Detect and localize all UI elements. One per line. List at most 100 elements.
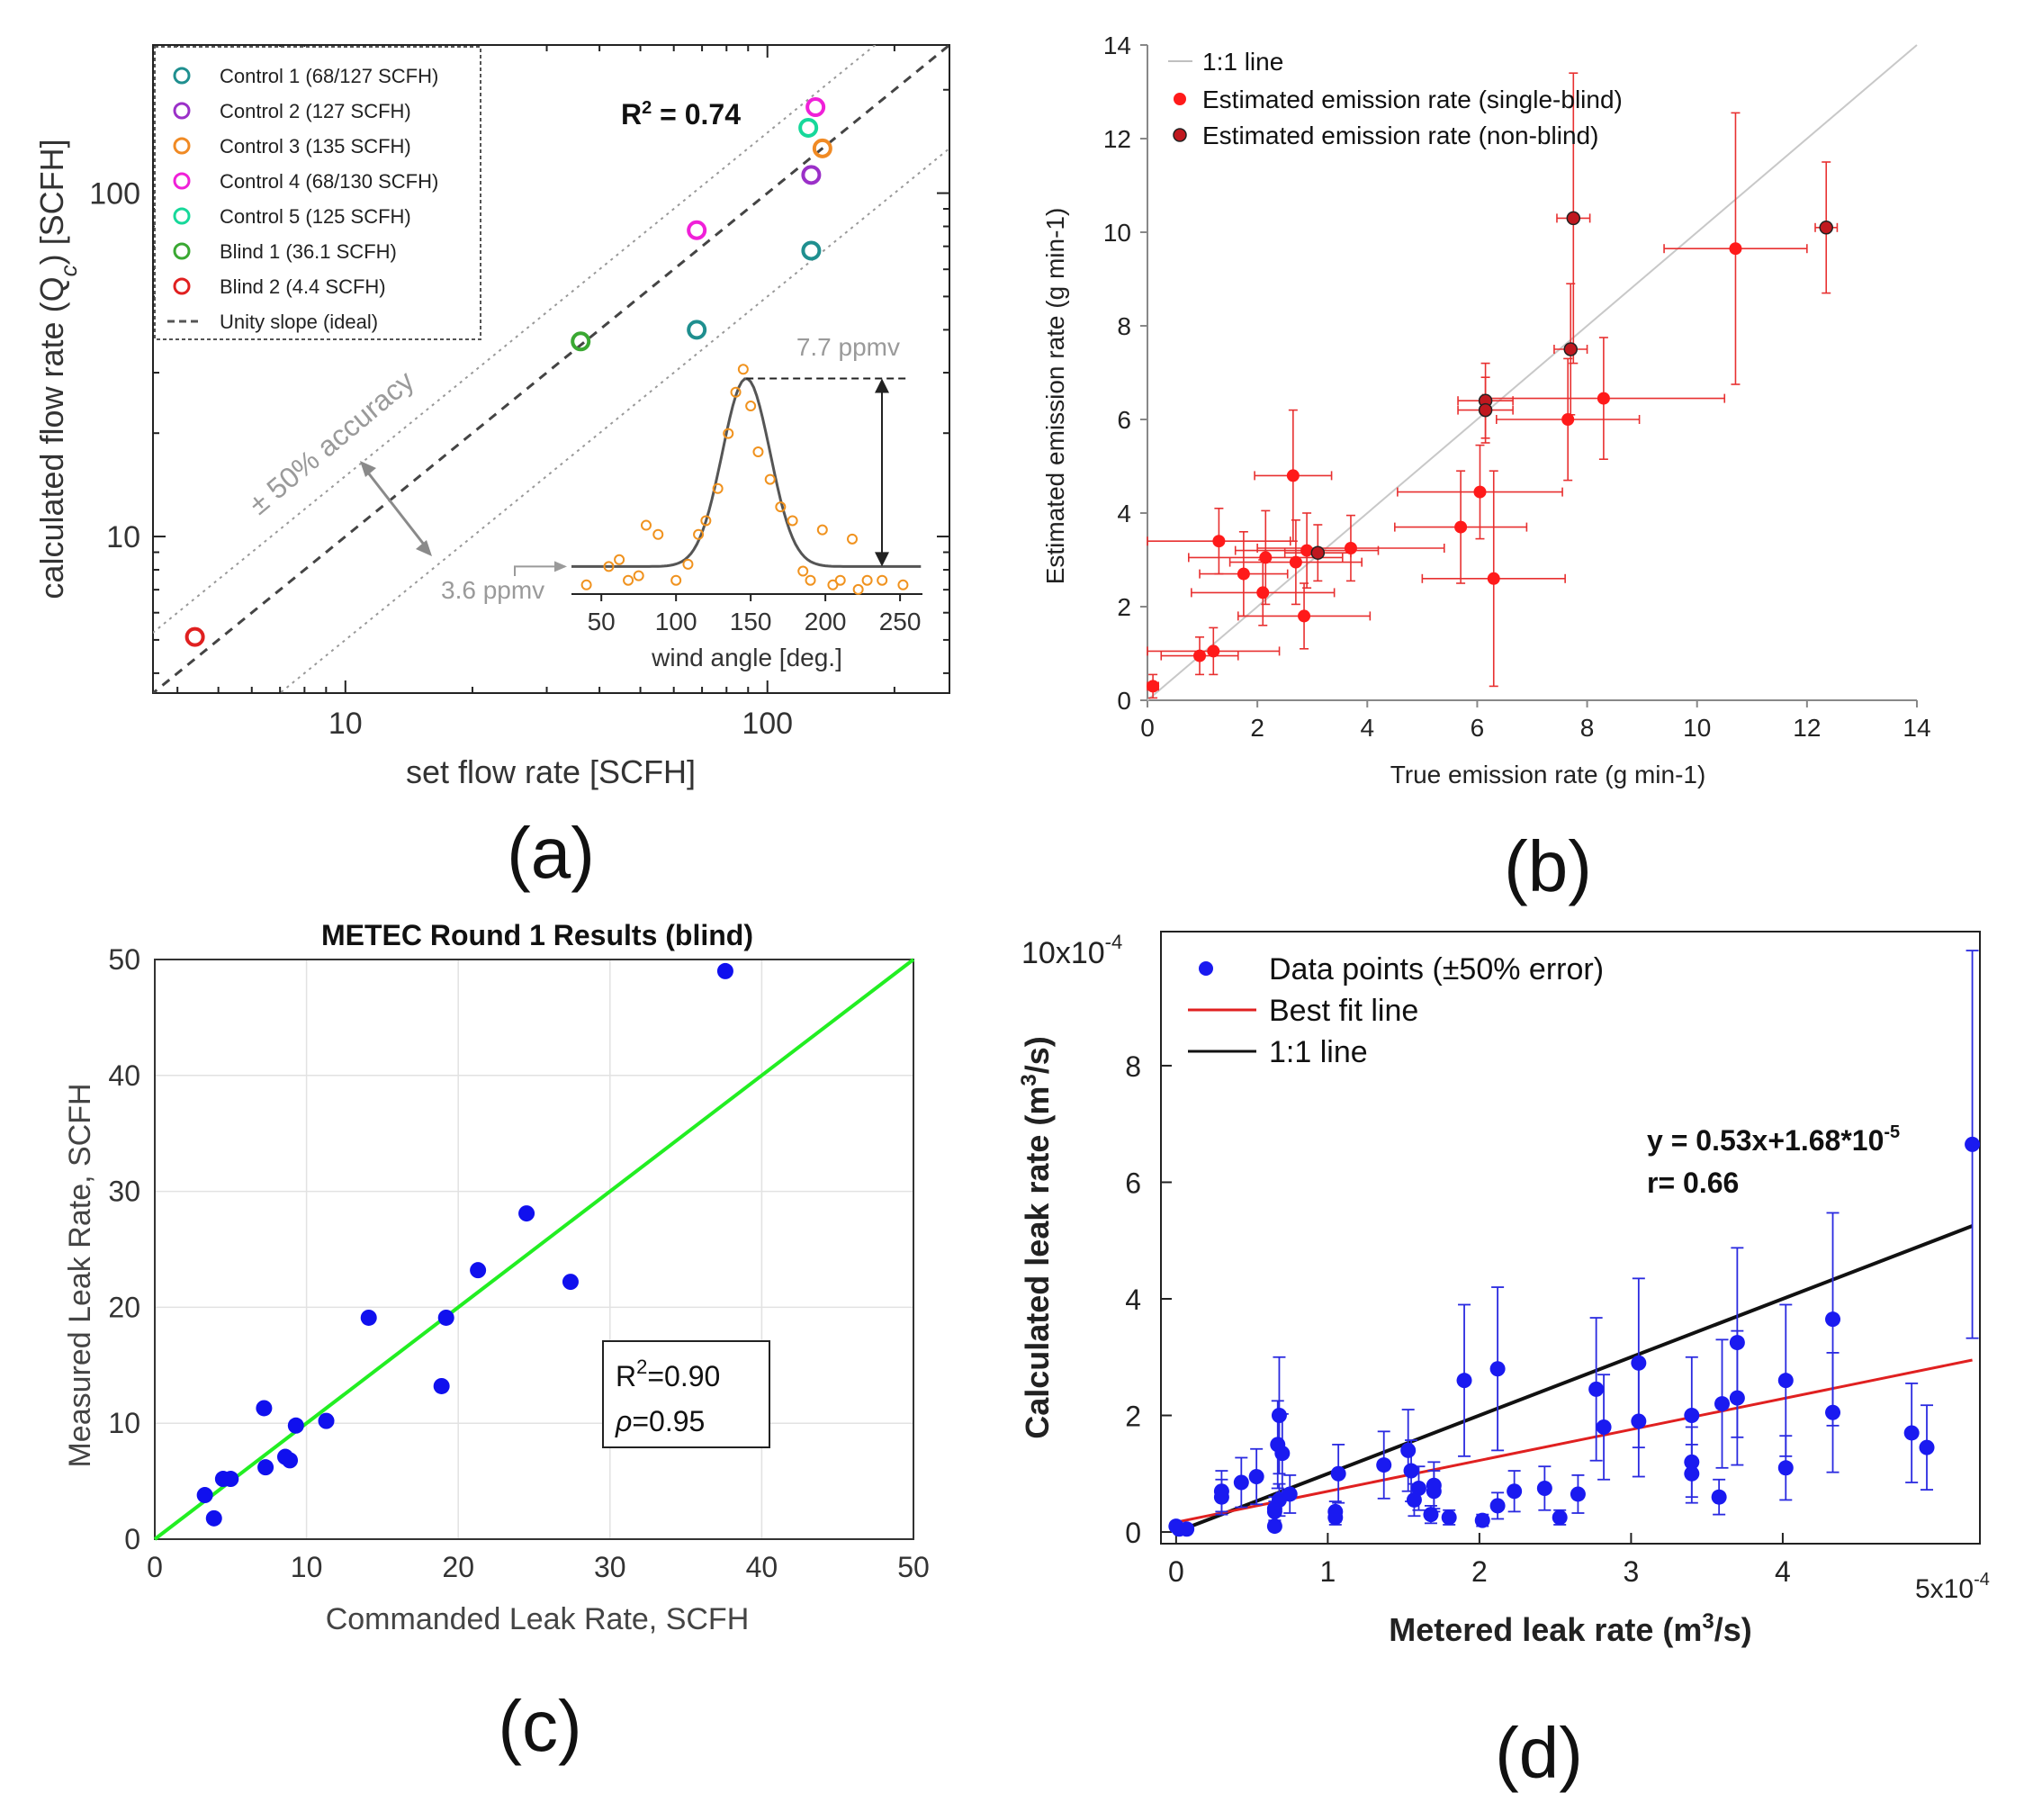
panel-c-x-tick-label: 40 [746, 1551, 778, 1583]
panel-d-point [1631, 1355, 1647, 1371]
panel-c-stats-rho-symbol: ρ [615, 1405, 632, 1437]
panel-a-frame [152, 44, 950, 694]
panel-b-legend-single-marker [1174, 93, 1186, 105]
panel-b-point-non-blind [1563, 342, 1578, 356]
panel-d-point [1327, 1503, 1344, 1519]
panel-a-inset-point [752, 446, 764, 458]
panel-a-inset-point [623, 574, 634, 586]
panel-a-inset-point [787, 515, 798, 527]
panel-b-point-single-blind [1487, 572, 1500, 585]
panel-d: 0 1 2 3 4 0 2 4 6 8 Data points (±50% error) Best f… [1017, 931, 1990, 1793]
panel-d-point [1588, 1381, 1605, 1397]
panel-a-point-5 [798, 117, 819, 138]
panel-a-point-4 [805, 97, 826, 118]
panel-d-xlabel: Metered leak rate (m3/s) [1389, 1609, 1752, 1648]
panel-b-point-non-blind [1819, 221, 1833, 235]
panel-d-y-unit-exp: -4 [1105, 931, 1123, 953]
panel-d-point [1489, 1361, 1506, 1377]
panel-a-inset-peak-label: 7.7 ppmv [796, 333, 900, 361]
panel-b-xlabel: True emission rate (g min-1) [1390, 761, 1706, 788]
panel-a-inset-point [852, 583, 864, 595]
panel-d-point [1423, 1507, 1439, 1523]
panel-b-point-single-blind [1561, 413, 1575, 426]
panel-b-x-tick-label: 10 [1683, 714, 1711, 742]
panel-a-legend-label: Control 4 (68/130 SCFH) [220, 170, 438, 193]
panel-d-point [1271, 1408, 1287, 1424]
panel-d-equation-main: y = 0.53x+1.68*10 [1647, 1124, 1884, 1157]
panel-a-inset-point [797, 565, 809, 577]
panel-d-ylabel: Calculated leak rate (m3/s) [1017, 1036, 1056, 1439]
panel-a-inset-point [640, 519, 652, 531]
panel-c-ylabel: Measured Leak Rate, SCFH [63, 1083, 97, 1467]
panel-a-y-tick-label: 10 [106, 520, 140, 554]
panel-d-point [1426, 1477, 1442, 1493]
panel-b-ylabel: Estimated emission rate (g min-1) [1041, 208, 1069, 585]
panel-c-y-tick-label: 40 [108, 1059, 140, 1092]
panel-d-point [1266, 1518, 1282, 1535]
panel-d-y-unit: 10x10-4 [1021, 931, 1122, 970]
panel-b-point-single-blind [1473, 485, 1487, 499]
panel-c-point [433, 1377, 450, 1394]
panel-d-point [1406, 1491, 1422, 1508]
panel-a-xlabel: set flow rate [SCFH] [406, 753, 696, 790]
panel-c-y-tick-label: 0 [124, 1523, 140, 1555]
panel-b-point-single-blind [1729, 242, 1742, 256]
panel-d-xlabel-sup: 3 [1702, 1609, 1714, 1634]
panel-a-inset-point [693, 528, 705, 540]
panel-a-inset-point [730, 386, 742, 398]
panel-d-legend-point-marker [1199, 961, 1213, 976]
panel-a-legend-marker [173, 172, 191, 190]
panel-c-title: METEC Round 1 Results (blind) [321, 919, 753, 951]
panel-c-x-tick-label: 10 [291, 1551, 323, 1583]
panel-a-unity-line [153, 45, 949, 693]
panel-b-x-tick-label: 12 [1793, 714, 1821, 742]
panel-a-lines [153, 45, 949, 693]
panel-a-point-4 [687, 220, 707, 240]
panel-b: 0 2 4 6 8 10 12 14 0 2 4 6 8 10 12 14 1:1 line Estimated … [1041, 32, 1931, 906]
panel-a-y-tick-label: 100 [89, 177, 140, 212]
panel-c-y-tick-label: 30 [108, 1176, 140, 1208]
panel-d-point [1330, 1465, 1346, 1482]
panel-a-legend-box [154, 46, 481, 340]
panel-a-inset-point [897, 579, 909, 590]
panel-b-unity-line [1147, 44, 1918, 701]
panel-d-x-tick-label: 4 [1775, 1555, 1791, 1588]
panel-d-xlabel-main: Metered leak rate (m [1389, 1611, 1702, 1648]
panel-b-x-tick-label: 14 [1903, 714, 1930, 742]
panel-d-point [1456, 1373, 1472, 1389]
panel-a-r2: R2 = 0.74 [621, 98, 741, 131]
panel-a-legend-marker [173, 67, 191, 85]
panel-d-ylabel-end: /s) [1019, 1036, 1056, 1074]
panel-b-point-single-blind [1212, 535, 1226, 548]
panel-a-inset-tick-label: 100 [655, 608, 697, 635]
panel-d-point [1403, 1463, 1419, 1479]
panel-b-x-tick-label: 4 [1360, 714, 1374, 742]
panel-d-x-unit-label: 5x10 [1915, 1574, 1974, 1604]
panel-d-legend-label: Best fit line [1269, 994, 1418, 1028]
panel-d-point [1536, 1480, 1552, 1496]
panel-c-point [318, 1412, 335, 1429]
panel-c-stats-r2: R2=0.90 [616, 1356, 720, 1392]
panel-a-point-1 [687, 320, 707, 340]
panel-c-point [256, 1400, 273, 1417]
panel-d-y-tick-label: 6 [1125, 1167, 1141, 1199]
panel-b-point-single-blind [1289, 555, 1302, 569]
panel-d-point [1903, 1425, 1920, 1441]
panel-a-label: (a) [507, 813, 595, 893]
panel-d-point [1825, 1311, 1841, 1328]
panel-b-point-single-blind [1147, 680, 1160, 693]
panel-d-legend-label: Data points (±50% error) [1269, 952, 1604, 987]
panel-b-x-tick-label: 0 [1140, 714, 1155, 742]
panel-c-point [205, 1509, 222, 1527]
panel-c-point [196, 1487, 213, 1504]
panel-a-inset-arrowhead-bottom [875, 552, 889, 567]
panel-a-inset-point [877, 574, 888, 586]
panel-c-point [437, 1309, 454, 1326]
panel-d-r-label: r= 0.66 [1647, 1167, 1739, 1199]
panel-b-point-single-blind [1300, 544, 1314, 557]
panel-d-point [1825, 1404, 1841, 1420]
panel-a-r2-sup: 2 [642, 98, 652, 118]
panel-c-y-tick-label: 20 [108, 1291, 140, 1323]
panel-d-point [1282, 1486, 1298, 1502]
panel-c-stats-r2-prefix: R [616, 1360, 636, 1392]
